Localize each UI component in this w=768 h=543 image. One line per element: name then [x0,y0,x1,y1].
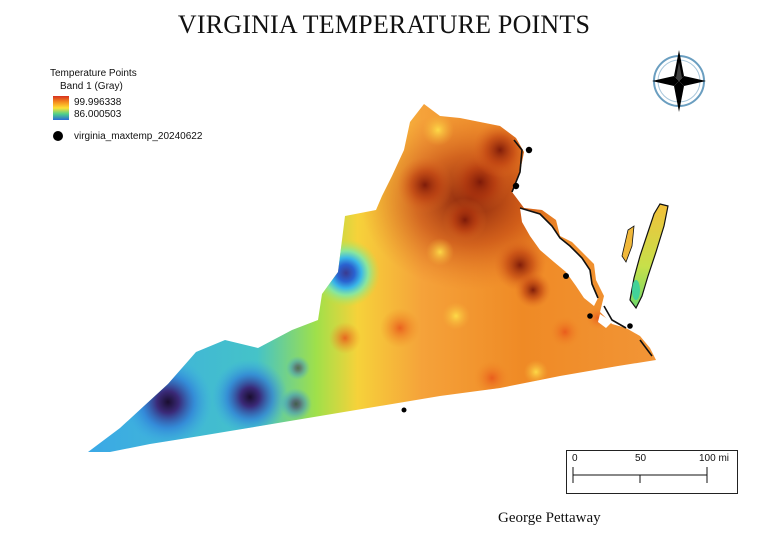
temperature-point-icon [563,273,569,279]
color-ramp-swatch [53,96,69,120]
author-name: George Pettaway [498,510,601,526]
legend-max-value: 99.996338 [74,97,122,108]
north-arrow-icon [652,50,706,112]
scale-label-100: 100 mi [699,453,730,464]
temperature-point-icon [525,146,533,154]
map-title: VIRGINIA TEMPERATURE POINTS [177,10,591,39]
temperature-point-icon [53,131,63,141]
temperature-points [401,146,633,413]
legend-group-title: Temperature Points [50,68,137,79]
temperature-point-icon [512,182,520,190]
temperature-point-icon [627,323,633,329]
temperature-point-icon [587,313,593,319]
scale-bar-line [572,467,708,483]
legend-points-label: virginia_maxtemp_20240622 [74,131,203,142]
legend-min-value: 86.000503 [74,109,122,120]
scale-label-0: 0 [572,453,578,464]
coastline-outline [511,139,653,357]
eastern-shore [621,203,669,310]
scale-bar: 0 50 100 mi [566,450,738,494]
temperature-point-icon [401,407,407,413]
legend-band-label: Band 1 (Gray) [60,81,123,92]
chesapeake-bay [520,208,612,328]
scale-label-50: 50 [635,453,647,464]
